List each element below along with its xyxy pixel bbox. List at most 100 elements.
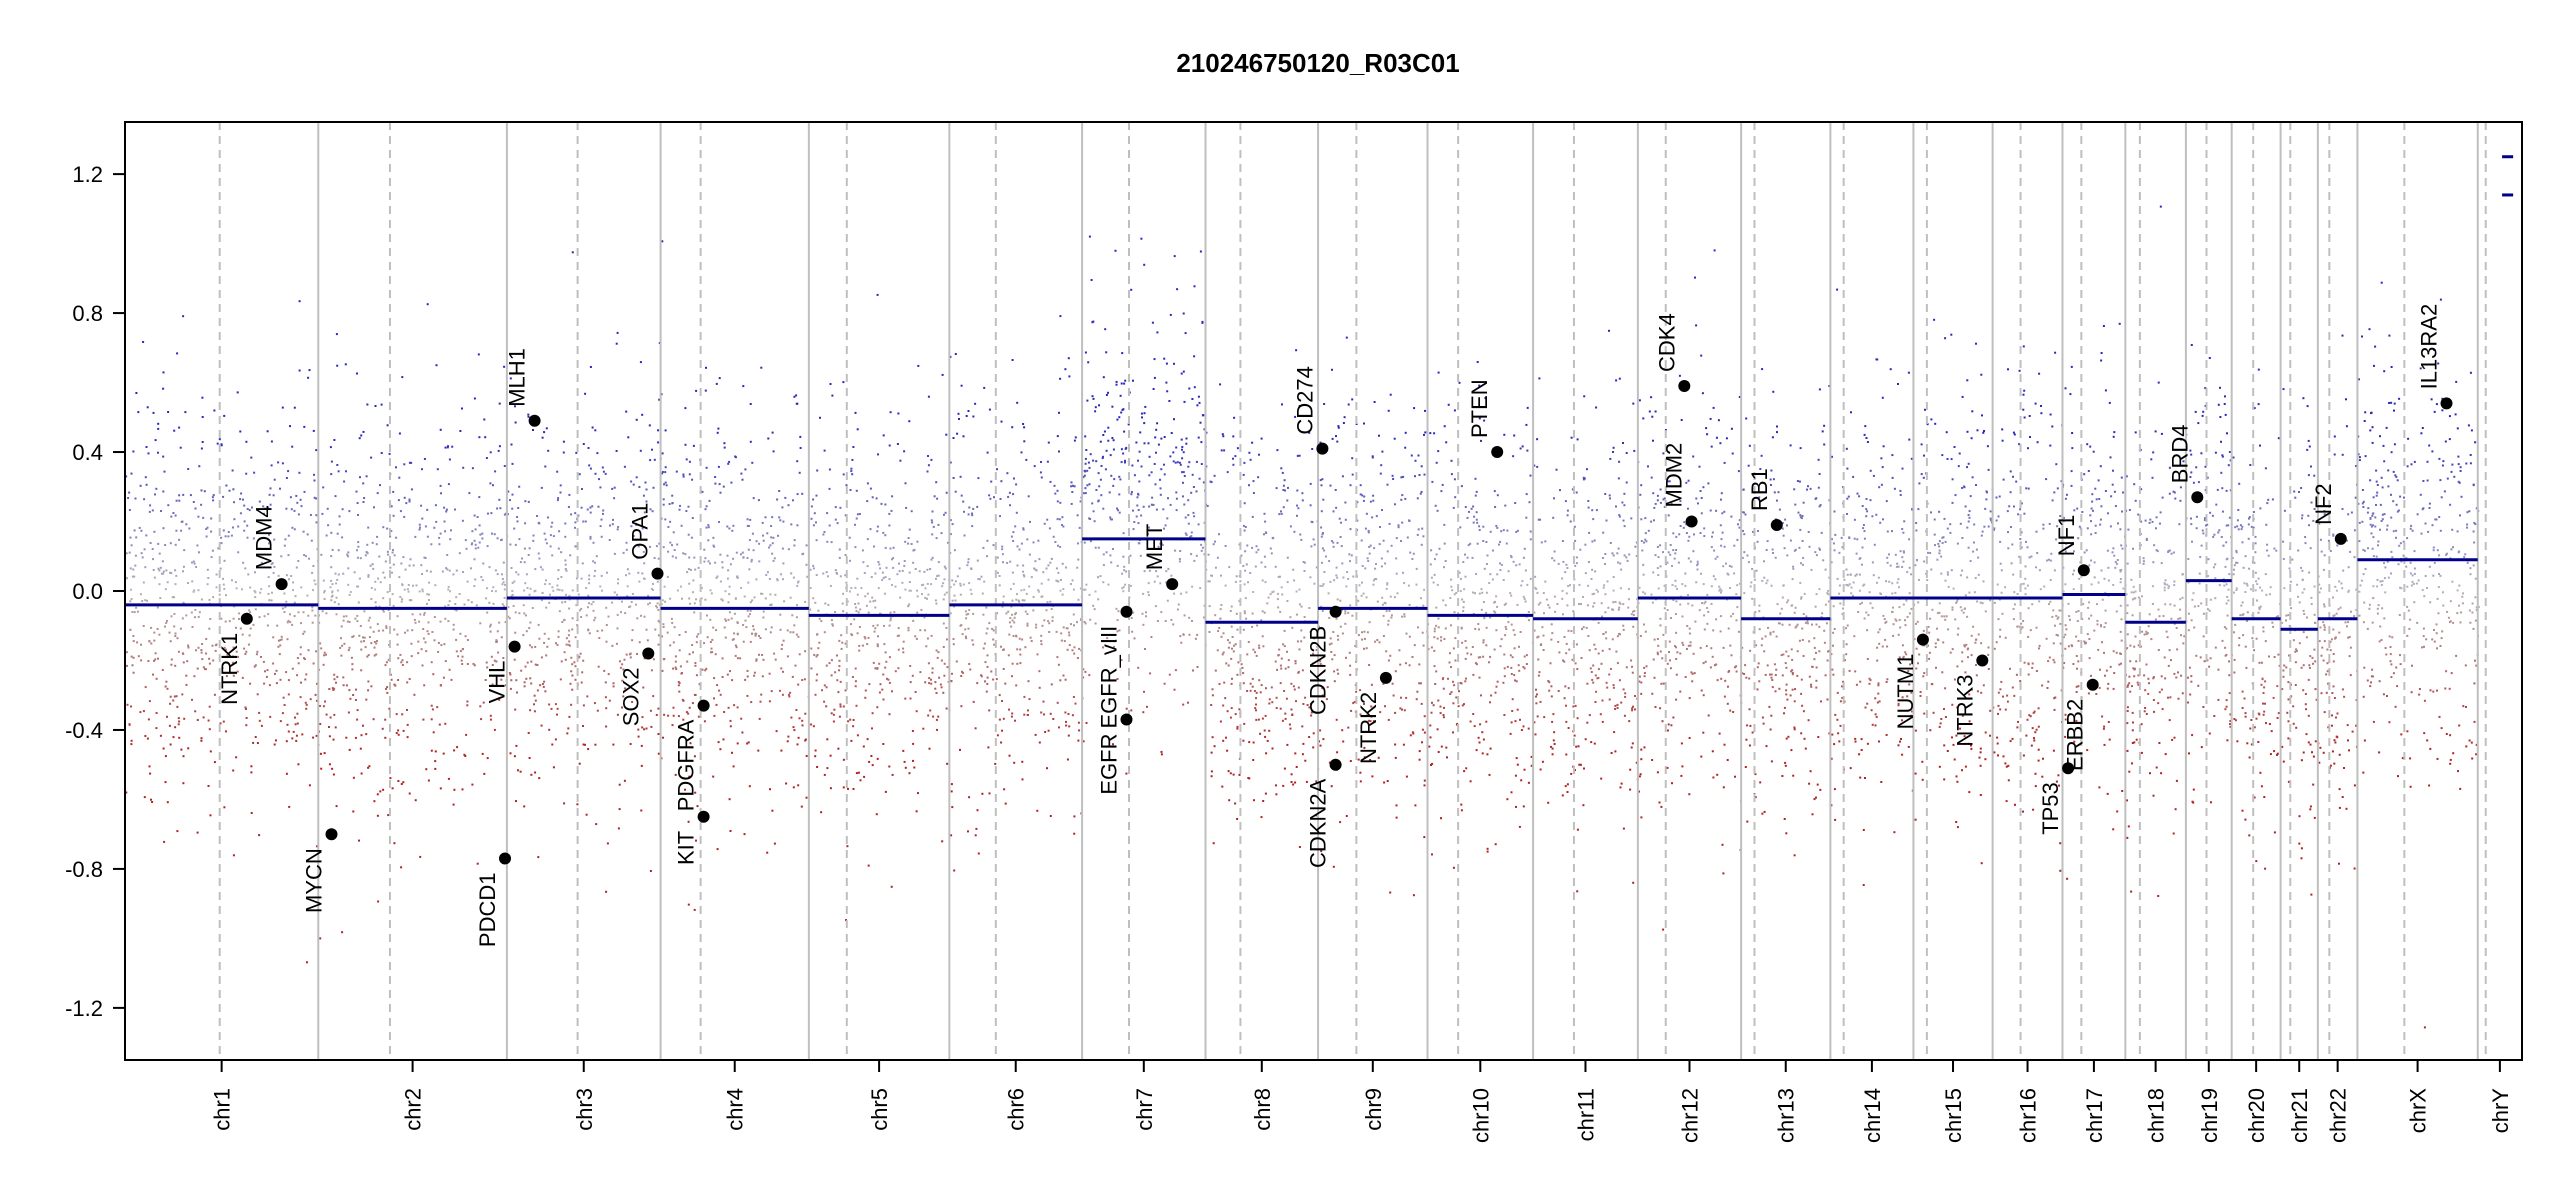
probe-point	[357, 601, 360, 604]
probe-point	[1083, 541, 1086, 544]
probe-point	[1268, 698, 1271, 701]
probe-point	[205, 528, 208, 530]
probe-point	[684, 631, 687, 633]
probe-point	[672, 641, 675, 644]
probe-point	[162, 747, 165, 750]
probe-point	[1507, 570, 1510, 573]
probe-point	[716, 684, 719, 687]
probe-point	[1234, 713, 1237, 716]
probe-point	[1022, 574, 1025, 576]
probe-point	[1139, 431, 1142, 434]
probe-point	[1035, 623, 1038, 626]
probe-point	[543, 632, 546, 635]
probe-point	[511, 589, 514, 592]
probe-point	[1424, 409, 1426, 412]
probe-point	[529, 677, 532, 680]
probe-point	[337, 549, 340, 552]
probe-point	[142, 581, 145, 584]
probe-point	[1321, 687, 1324, 690]
probe-point	[1534, 733, 1537, 736]
probe-point	[1009, 504, 1011, 507]
probe-point	[826, 540, 829, 543]
probe-point	[830, 659, 833, 662]
probe-point	[828, 487, 831, 490]
probe-point	[1512, 629, 1515, 632]
probe-point	[493, 728, 496, 731]
probe-point	[386, 550, 389, 553]
probe-point	[514, 543, 517, 546]
probe-point	[175, 529, 178, 532]
probe-point	[1255, 697, 1257, 700]
probe-point	[1344, 612, 1347, 615]
probe-point	[157, 567, 160, 570]
probe-point	[249, 611, 252, 614]
probe-point	[1488, 773, 1491, 776]
probe-point	[268, 533, 270, 536]
probe-point	[879, 683, 882, 686]
probe-point	[489, 482, 492, 485]
probe-point	[1329, 484, 1332, 487]
probe-point	[1187, 514, 1190, 517]
probe-point	[1160, 437, 1163, 440]
probe-point	[142, 341, 145, 343]
probe-point	[758, 717, 761, 720]
probe-point	[771, 516, 774, 519]
probe-point	[1539, 700, 1542, 703]
probe-point	[1423, 836, 1426, 839]
probe-point	[887, 678, 890, 681]
probe-point	[594, 569, 597, 572]
probe-point	[440, 644, 443, 647]
probe-point	[167, 504, 170, 507]
probe-point	[559, 678, 562, 681]
probe-point	[768, 672, 771, 675]
probe-point	[902, 640, 905, 643]
probe-point	[985, 690, 988, 693]
probe-point	[628, 572, 631, 575]
probe-point	[996, 571, 999, 574]
probe-point	[1174, 669, 1177, 672]
probe-point	[1276, 598, 1279, 601]
probe-point	[1279, 664, 1282, 667]
probe-point	[730, 481, 733, 484]
probe-point	[866, 643, 869, 646]
probe-point	[418, 590, 421, 593]
probe-point	[613, 486, 616, 489]
probe-point	[1038, 558, 1041, 561]
probe-point	[965, 637, 968, 640]
probe-point	[557, 630, 560, 633]
probe-point	[245, 708, 247, 710]
probe-point	[950, 834, 953, 837]
probe-point	[368, 765, 371, 768]
probe-point	[1401, 521, 1404, 524]
probe-point	[888, 524, 891, 527]
probe-point	[687, 533, 690, 536]
probe-point	[877, 635, 879, 638]
probe-point	[1521, 445, 1524, 448]
probe-point	[645, 727, 648, 730]
probe-point	[608, 699, 611, 702]
probe-point	[510, 679, 513, 682]
probe-point	[1243, 610, 1246, 613]
probe-point	[1480, 439, 1482, 442]
probe-point	[1275, 487, 1278, 490]
probe-point	[129, 588, 132, 591]
probe-point	[1622, 624, 1625, 627]
probe-point	[1191, 585, 1194, 588]
probe-point	[1472, 713, 1475, 715]
probe-point	[1500, 638, 1503, 641]
probe-point	[1102, 581, 1105, 584]
probe-point	[1576, 668, 1579, 670]
probe-point	[1503, 433, 1506, 436]
probe-point	[1183, 400, 1186, 403]
probe-point	[309, 698, 312, 701]
probe-point	[586, 695, 589, 698]
probe-point	[1599, 713, 1602, 716]
probe-point	[718, 521, 720, 523]
probe-point	[1319, 663, 1322, 665]
probe-point	[513, 658, 516, 661]
probe-point	[831, 624, 834, 627]
probe-point	[640, 764, 643, 767]
probe-point	[714, 561, 717, 564]
probe-point	[1604, 563, 1606, 565]
probe-point	[1475, 663, 1478, 666]
